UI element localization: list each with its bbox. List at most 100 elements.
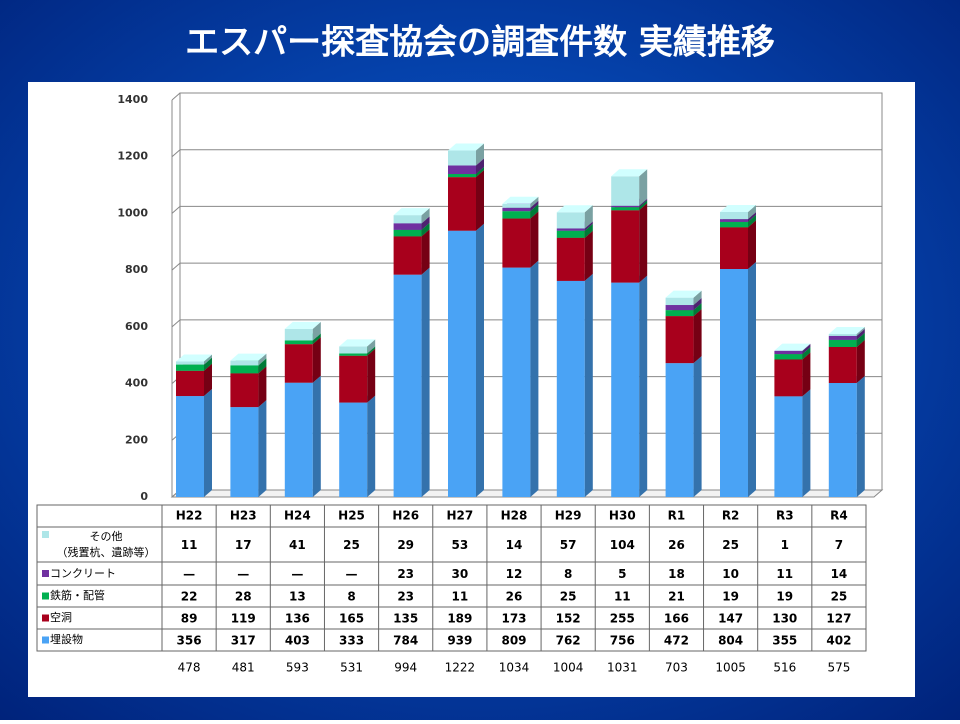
x-tick-label: H27: [446, 509, 473, 523]
y-tick-label: 1400: [117, 93, 148, 106]
bar-front: [502, 211, 530, 218]
table-cell: 21: [668, 590, 685, 604]
bar-side: [585, 274, 593, 497]
bar-front: [394, 215, 422, 223]
bar-front: [720, 269, 748, 497]
bar-side: [258, 400, 266, 497]
table-cell: 23: [397, 590, 414, 604]
legend-label-box: その他 （残置杭、遺跡等）: [50, 528, 162, 561]
bar-front: [774, 354, 802, 359]
bar-front: [502, 204, 530, 208]
bar-front: [611, 207, 639, 210]
table-cell: 14: [506, 538, 523, 552]
x-tick-label: H29: [555, 509, 582, 523]
bar-side: [367, 396, 375, 497]
bar-segment: [557, 231, 593, 281]
total-label: 481: [232, 661, 255, 675]
x-tick-label: H23: [230, 509, 257, 523]
bar-segment: [339, 396, 375, 497]
table-cell: 22: [181, 590, 198, 604]
table-cell: 784: [393, 634, 418, 648]
x-tick-label: H24: [284, 509, 311, 523]
table-cell: 57: [560, 538, 577, 552]
bar-segment: [720, 262, 756, 497]
bar-segment: [339, 349, 375, 403]
bar-front: [502, 208, 530, 211]
total-label: 593: [286, 661, 309, 675]
table-cell: 23: [397, 567, 414, 581]
bar-segment: [666, 356, 702, 497]
bar-front: [611, 283, 639, 497]
bar-front: [774, 351, 802, 354]
bar-segment: [829, 376, 865, 497]
table-cell: 166: [664, 612, 689, 626]
table-cell: —: [237, 567, 249, 581]
bar-segment: [774, 389, 810, 497]
bar-front: [666, 305, 694, 310]
table-cell: 130: [772, 612, 797, 626]
bar-front: [557, 228, 585, 230]
legend-label: 埋設物: [50, 630, 162, 650]
table-cell: 26: [506, 590, 523, 604]
table-cell: 119: [231, 612, 256, 626]
bar-front: [285, 329, 313, 341]
table-cell: 762: [556, 634, 581, 648]
table-cell: 14: [831, 567, 848, 581]
bar-front: [285, 344, 313, 383]
bar-front: [829, 340, 857, 347]
bar-side: [748, 262, 756, 497]
legend-label: その他 （残置杭、遺跡等）: [50, 528, 162, 561]
chart-title: エスパー探査協会の調査件数 実績推移: [185, 23, 775, 63]
legend-swatch: [42, 531, 49, 538]
table-cell: 29: [397, 538, 414, 552]
bar-side: [694, 309, 702, 363]
bar-front: [176, 371, 204, 396]
total-label: 703: [665, 661, 688, 675]
bar-front: [720, 212, 748, 219]
y-tick-label: 400: [125, 377, 148, 390]
bar-side: [639, 203, 647, 282]
bar-front: [448, 231, 476, 497]
bar-front: [829, 347, 857, 383]
x-tick-label: R4: [830, 509, 848, 523]
bar-front: [230, 361, 258, 366]
bar-segment: [611, 203, 647, 282]
table-cell: 189: [447, 612, 472, 626]
legend-swatch: [42, 593, 49, 600]
bar-front: [394, 236, 422, 274]
bar-front: [666, 310, 694, 316]
table-cell: 8: [564, 567, 572, 581]
bar-front: [774, 396, 802, 497]
bar-front: [557, 231, 585, 238]
bar-side: [639, 276, 647, 497]
table-cell: 25: [831, 590, 848, 604]
bar-segment: [394, 208, 430, 223]
bar-segment: [448, 143, 484, 165]
bar-segment: [502, 212, 538, 268]
bar-front: [557, 238, 585, 281]
table-cell: 804: [718, 634, 743, 648]
table-cell: 53: [451, 538, 468, 552]
table-cell: 356: [177, 634, 202, 648]
bar-front: [829, 383, 857, 497]
x-tick-label: R1: [668, 509, 686, 523]
bar-segment: [176, 389, 212, 497]
bar-side: [694, 356, 702, 497]
table-cell: 255: [610, 612, 635, 626]
bar-side: [313, 337, 321, 383]
bar-side: [367, 349, 375, 403]
bar-side: [530, 261, 538, 497]
bar-front: [829, 334, 857, 336]
table-cell: 135: [393, 612, 418, 626]
table-cell: 17: [235, 538, 252, 552]
bar-front: [394, 275, 422, 497]
y-tick-label: 200: [125, 433, 148, 446]
table-cell: 165: [339, 612, 364, 626]
legend-label-box: コンクリート: [50, 563, 162, 584]
bar-segment: [666, 309, 702, 363]
table-cell: 8: [347, 590, 355, 604]
bar-side: [476, 224, 484, 497]
bar-segment: [720, 220, 756, 269]
y-tick-label: 1000: [117, 206, 148, 219]
legend-swatch: [42, 637, 49, 644]
